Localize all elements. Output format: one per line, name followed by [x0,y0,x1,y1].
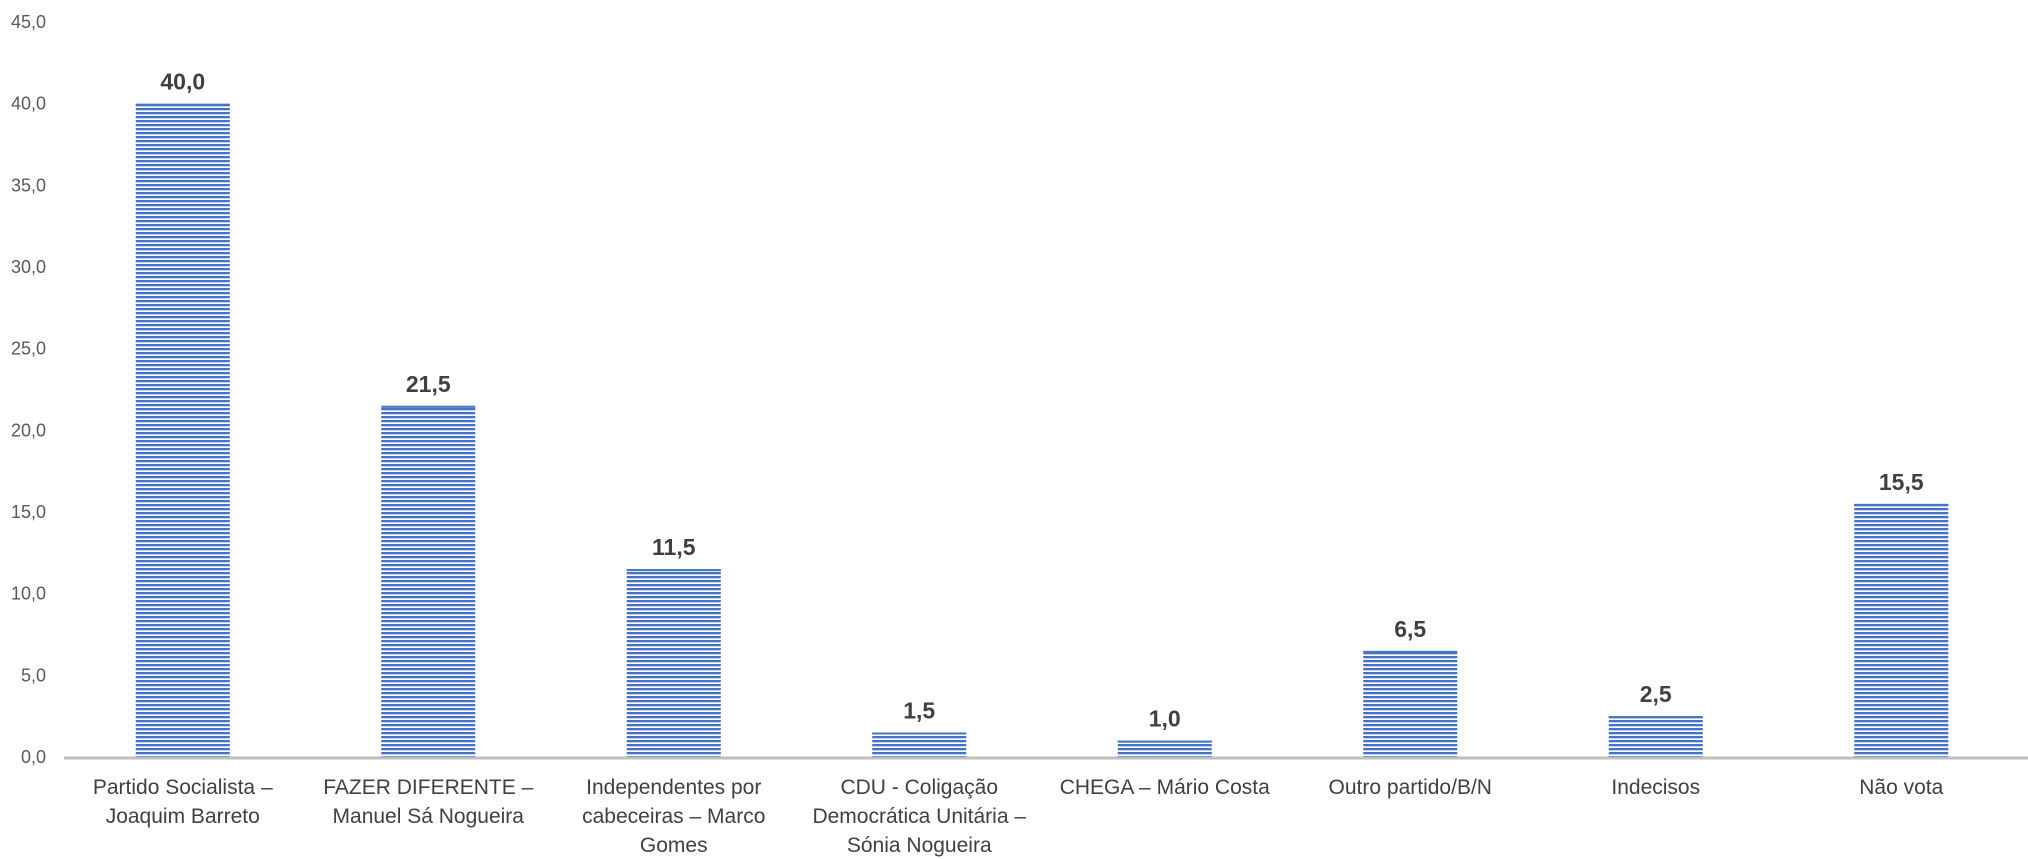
category-label: FAZER DIFERENTE – Manuel Sá Nogueira [323,776,533,828]
bar [1363,650,1458,757]
data-label: 40,0 [160,69,205,95]
y-tick-label: 20,0 [11,420,46,440]
bar-top-edge [1117,740,1212,743]
bar-series [135,103,1949,757]
category-label: Independentes por cabeceiras – Marco Gomes [582,776,765,857]
y-tick-label: 30,0 [11,257,46,277]
y-tick-label: 45,0 [11,12,46,32]
category-label: CDU - Coligação Democrática Unitária – Són… [812,776,1026,857]
bar [381,405,476,757]
bar-top-edge [135,103,230,106]
bar-top-edge [626,569,721,572]
data-label: 6,5 [1394,616,1426,642]
y-tick-label: 5,0 [21,665,46,685]
category-label: CHEGA – Mário Costa [1060,776,1270,799]
bar [135,103,230,757]
data-label: 15,5 [1879,469,1924,495]
bar-top-edge [1363,650,1458,653]
y-tick-label: 0,0 [21,747,46,767]
data-label: 1,5 [903,698,935,724]
bar-top-edge [1608,716,1703,719]
bar-top-edge [381,405,476,408]
bar [1608,716,1703,757]
y-tick-label: 35,0 [11,175,46,195]
category-label: Indecisos [1611,776,1700,799]
category-label: Outro partido/B/N [1329,776,1492,799]
y-tick-label: 15,0 [11,502,46,522]
data-label: 1,0 [1149,706,1181,732]
bar [1854,503,1949,757]
y-tick-label: 40,0 [11,94,46,114]
bar-top-edge [1854,503,1949,506]
data-label: 11,5 [652,534,696,560]
y-tick-label: 10,0 [11,584,46,604]
bar [1117,740,1212,757]
category-label: Partido Socialista – Joaquim Barreto [93,776,273,828]
bar [872,732,967,757]
x-axis: Partido Socialista – Joaquim Barreto FAZER… [93,776,1944,857]
data-labels: 40,0 21,5 11,5 1,5 1,0 6,5 2,5 15,5 [160,69,1923,732]
y-axis: 0,0 5,0 10,0 15,0 20,0 25,0 30,0 35,0 40,0 45,0 [11,12,46,767]
y-tick-label: 25,0 [11,339,46,359]
bar-top-edge [872,732,967,735]
data-label: 21,5 [406,371,451,397]
category-label: Não vota [1859,776,1943,799]
data-label: 2,5 [1640,681,1672,707]
bar [626,569,721,757]
